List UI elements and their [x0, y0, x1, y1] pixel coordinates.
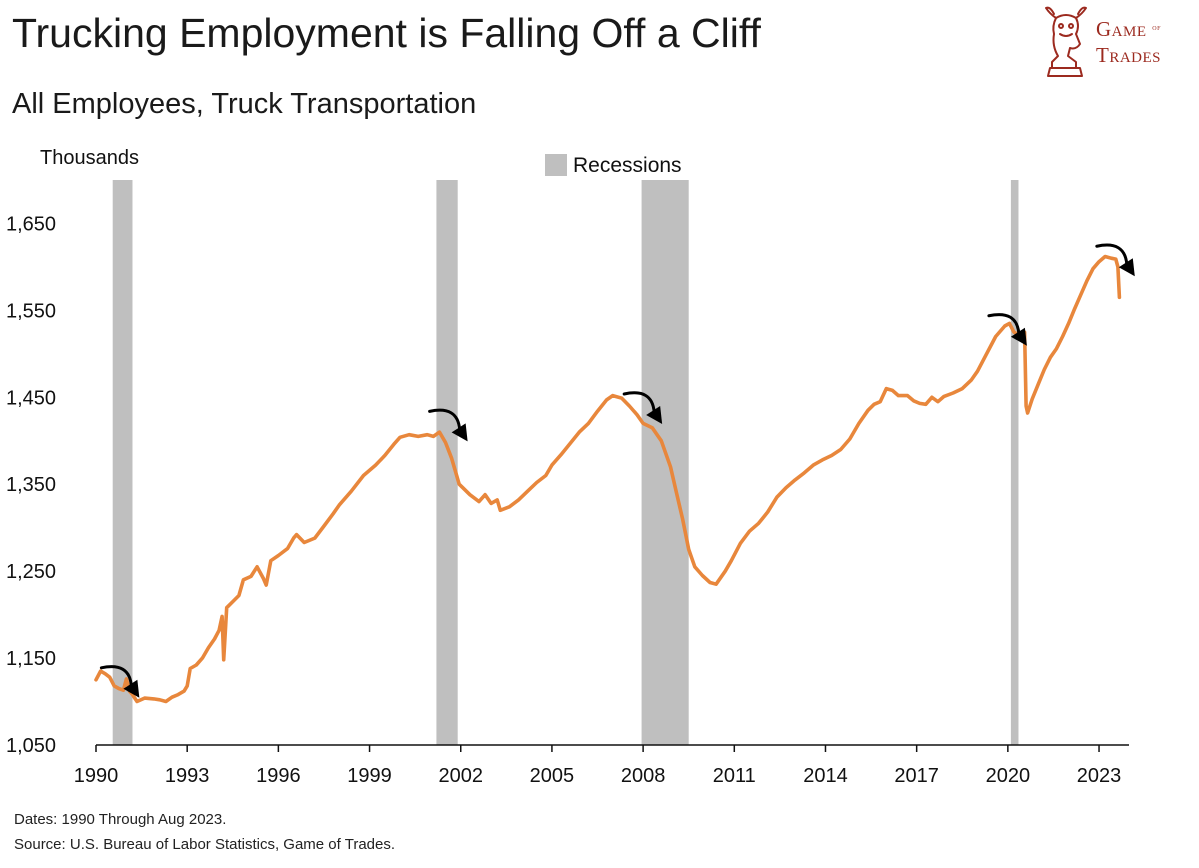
y-tick-label-1050: 1,050 [6, 735, 56, 757]
logo-line2: Trades [1096, 43, 1162, 67]
x-tick-label-1999: 1999 [347, 765, 392, 787]
recession-band-3 [641, 180, 689, 745]
y-tick-label-1650: 1,650 [6, 213, 56, 235]
annotation-arrows [99, 243, 1135, 698]
x-tick-label-2017: 2017 [894, 765, 939, 787]
series-line-truck-transportation [94, 254, 1122, 704]
legend-swatch-recessions [545, 154, 567, 176]
x-axis-ticks: 1990 1993 1996 1999 2002 2005 2008 2011 2014 2017… [74, 745, 1122, 787]
x-tick-label-1996: 1996 [256, 765, 301, 787]
x-tick-label-2008: 2008 [621, 765, 666, 787]
trucking-employment-chart: 1990 1993 1996 1999 2002 2005 2008 2011 2014 2017… [6, 147, 1135, 787]
x-tick-label-2002: 2002 [438, 765, 483, 787]
y-tick-label-1450: 1,450 [6, 387, 56, 409]
y-tick-label-1250: 1,250 [6, 561, 56, 583]
annotation-arrow-3 [622, 391, 663, 424]
y-tick-label-1150: 1,150 [6, 648, 56, 670]
y-axis-unit-label: Thousands [40, 147, 139, 169]
annotation-arrow-1 [99, 665, 140, 698]
recession-band-1 [112, 180, 133, 745]
logo-wordmark: Game of Trades [1096, 18, 1161, 66]
y-tick-label-1550: 1,550 [6, 300, 56, 322]
legend-label-recessions: Recessions [573, 154, 682, 177]
y-axis-ticks: 1,050 1,150 1,250 1,350 1,450 1,550 1,650 [6, 213, 56, 757]
logo-line1: Game [1096, 17, 1147, 41]
x-tick-label-2020: 2020 [986, 765, 1031, 787]
annotation-arrow-5 [1095, 243, 1135, 277]
y-tick-label-1350: 1,350 [6, 474, 56, 496]
recession-band-2 [436, 180, 458, 745]
recession-band-4 [1010, 180, 1019, 745]
bull-chess-knight-icon [1045, 6, 1087, 77]
annotation-arrow-4 [987, 313, 1027, 346]
annotation-arrow-2 [428, 408, 468, 442]
x-tick-label-1990: 1990 [74, 765, 119, 787]
x-tick-label-2014: 2014 [803, 765, 848, 787]
legend: Recessions [545, 154, 682, 177]
dates-note: Dates: 1990 Through Aug 2023. [14, 811, 227, 828]
x-tick-label-2023: 2023 [1077, 765, 1122, 787]
logo-line1-small: of [1152, 22, 1161, 32]
x-tick-label-1993: 1993 [165, 765, 210, 787]
chart-title: Trucking Employment is Falling Off a Cli… [12, 10, 761, 56]
x-tick-label-2005: 2005 [530, 765, 575, 787]
chart-subtitle: All Employees, Truck Transportation [12, 88, 477, 120]
recession-bands [112, 180, 1019, 745]
x-tick-label-2011: 2011 [713, 765, 756, 787]
source-note: Source: U.S. Bureau of Labor Statistics,… [14, 836, 396, 853]
game-of-trades-logo: Game of Trades [1040, 4, 1190, 80]
